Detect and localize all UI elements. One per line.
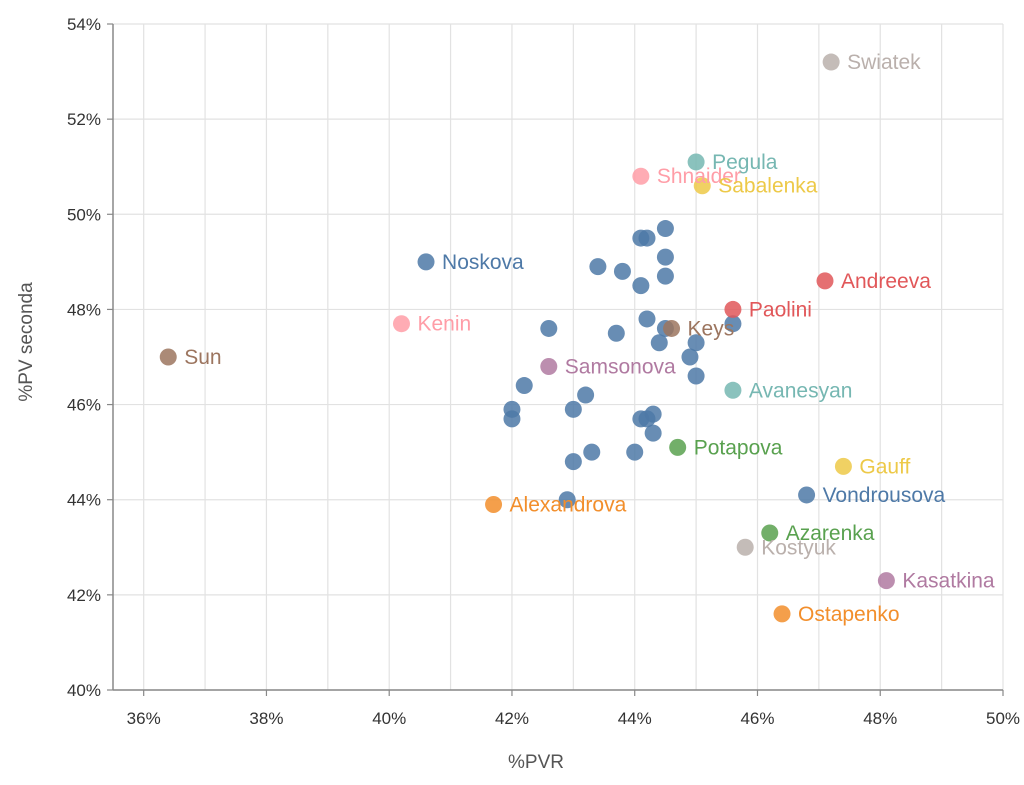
y-tick-label: 46% (67, 396, 101, 415)
point-label-avanesyan: Avanesyan (749, 379, 853, 402)
x-tick-label: 46% (740, 709, 774, 728)
scatter-point (540, 319, 558, 337)
point-label-paolini: Paolini (749, 298, 812, 321)
scatter-point (681, 348, 699, 366)
point-label-kostyuk: Kostyuk (761, 536, 836, 559)
scatter-point (583, 443, 601, 461)
scatter-point-alexandrova (485, 495, 503, 513)
point-label-sabalenka: Sabalenka (718, 175, 818, 198)
y-tick-label: 40% (67, 681, 101, 700)
scatter-point (607, 324, 625, 342)
point-label-andreeva: Andreeva (841, 270, 931, 293)
point-label-vondrousova: Vondrousova (823, 484, 946, 507)
scatter-point (656, 220, 674, 238)
axes: 36% 38% 40% 42% 44% 46% 48% 50% 40% 42% 44% 46% 48% 5… (67, 15, 1020, 728)
point-label-keys: Keys (688, 317, 735, 340)
scatter-point-potapova (669, 438, 687, 456)
point-label-noskova: Noskova (442, 251, 524, 274)
scatter-point-andreeva (816, 272, 834, 290)
scatter-point (564, 400, 582, 418)
scatter-point-avanesyan (724, 381, 742, 399)
scatter-point-sabalenka (693, 177, 711, 195)
scatter-point (638, 310, 656, 328)
grid (113, 23, 1004, 691)
y-tick-label: 42% (67, 586, 101, 605)
x-tick-label: 48% (863, 709, 897, 728)
scatter-point (687, 334, 705, 352)
point-label-alexandrova: Alexandrova (510, 493, 627, 516)
x-tick-label: 40% (372, 709, 406, 728)
point-label-pegula: Pegula (712, 151, 778, 174)
scatter-point-kenin (392, 315, 410, 333)
y-tick-label: 50% (67, 205, 101, 224)
y-tick-label: 52% (67, 110, 101, 129)
x-tick-label: 50% (986, 709, 1020, 728)
x-tick-label: 42% (495, 709, 529, 728)
scatter-point (724, 315, 742, 333)
scatter-point-sun (159, 348, 177, 366)
data-points (159, 53, 895, 623)
point-label-samsonova: Samsonova (565, 356, 676, 379)
y-tick-label: 44% (67, 491, 101, 510)
point-label-sun: Sun (184, 346, 221, 369)
x-tick-label: 36% (127, 709, 161, 728)
scatter-point (626, 443, 644, 461)
point-label-kenin: Kenin (417, 313, 471, 336)
scatter-point-ostapenko (773, 605, 791, 623)
scatter-point-noskova (417, 253, 435, 271)
point-label-kasatkina: Kasatkina (902, 570, 995, 593)
point-label-shnaider: Shnaider (657, 165, 741, 188)
scatter-point (638, 229, 656, 247)
point-label-swiatek: Swiatek (847, 51, 921, 74)
scatter-point (650, 334, 668, 352)
scatter-point (656, 267, 674, 285)
scatter-point-paolini (724, 300, 742, 318)
scatter-point (558, 491, 576, 509)
scatter-point (632, 277, 650, 295)
point-label-azarenka: Azarenka (786, 522, 875, 545)
scatter-point (613, 262, 631, 280)
scatter-point (687, 367, 705, 385)
scatter-point-gauff (834, 457, 852, 475)
scatter-point (503, 410, 521, 428)
scatter-point (577, 386, 595, 404)
y-tick-label: 48% (67, 300, 101, 319)
point-label-gauff: Gauff (859, 455, 910, 478)
scatter-point-azarenka (761, 524, 779, 542)
scatter-point (564, 453, 582, 471)
scatter-point (644, 405, 662, 423)
scatter-point-keys (663, 319, 681, 337)
scatter-point-pegula (687, 153, 705, 171)
scatter-point (644, 424, 662, 442)
scatter-point (515, 377, 533, 395)
y-axis-title: %PV seconda (16, 282, 37, 402)
scatter-point-kasatkina (877, 572, 895, 590)
point-label-ostapenko: Ostapenko (798, 603, 900, 626)
point-label-potapova: Potapova (694, 436, 783, 459)
scatter-point-kostyuk (736, 538, 754, 556)
scatter-point (656, 248, 674, 266)
scatter-point (589, 258, 607, 276)
scatter-point-swiatek (822, 53, 840, 71)
x-tick-label: 44% (618, 709, 652, 728)
scatter-point-vondrousova (798, 486, 816, 504)
scatter-point-samsonova (540, 358, 558, 376)
scatter-point-shnaider (632, 167, 650, 185)
y-tick-label: 54% (67, 15, 101, 34)
x-tick-label: 38% (249, 709, 283, 728)
x-axis-title: %PVR (508, 752, 564, 773)
